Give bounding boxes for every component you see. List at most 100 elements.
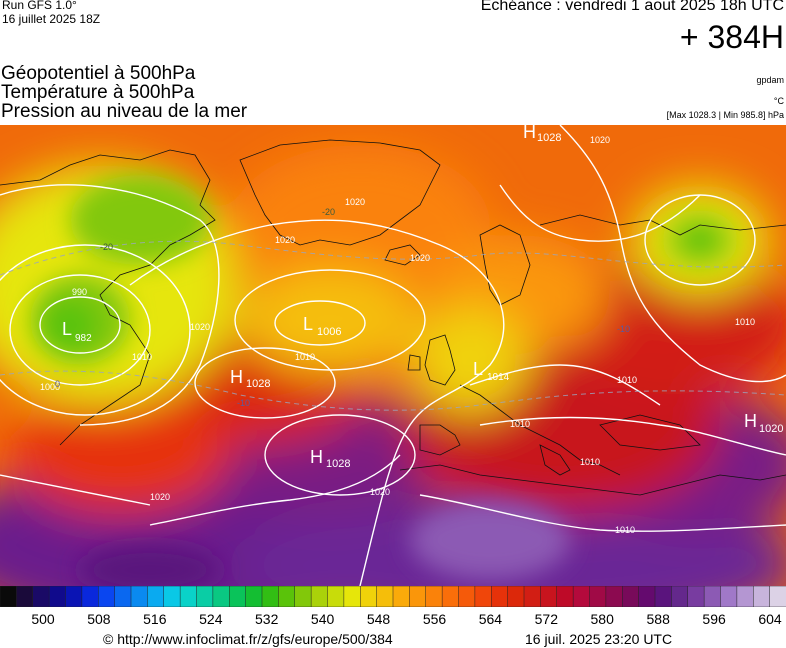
color-scale-swatch xyxy=(360,586,378,607)
pressure-center-low: L 982 xyxy=(62,319,92,344)
color-scale-tick-label: 508 xyxy=(87,611,111,627)
color-scale-swatch xyxy=(114,586,132,607)
color-scale-tick-label: 532 xyxy=(255,611,279,627)
svg-text:982: 982 xyxy=(75,333,92,344)
pressure-center-low: L 1006 xyxy=(303,314,341,338)
color-scale-tick-label: 524 xyxy=(199,611,223,627)
isobars xyxy=(0,125,786,586)
color-scale-swatch xyxy=(0,586,18,607)
temperature-label: 0 xyxy=(55,379,60,389)
color-scale-swatch xyxy=(605,586,624,607)
svg-text:1028: 1028 xyxy=(537,132,561,144)
color-scale-swatch xyxy=(130,586,149,607)
color-scale-swatch xyxy=(409,586,427,607)
isobar-label: 990 xyxy=(72,287,87,297)
isobar-label: 1010 xyxy=(132,352,152,362)
temperature-label: -20 xyxy=(322,207,335,217)
color-scale-tick-label: 516 xyxy=(143,611,167,627)
color-scale-swatch xyxy=(458,586,476,607)
isobar-label: 1020 xyxy=(590,135,610,145)
color-scale-swatch xyxy=(98,586,116,607)
color-scale-swatch xyxy=(245,586,263,607)
pressure-center-high: H 1028 xyxy=(230,367,270,390)
title-temperature: Température à 500hPa xyxy=(1,82,195,103)
color-scale-swatch xyxy=(425,586,443,607)
color-scale-swatch xyxy=(278,586,296,607)
geopotential-field: 1020 1020 1020 1010 1000 990 1020 1020 1… xyxy=(0,125,786,586)
pressure-center-high: H 1020 xyxy=(744,411,783,435)
svg-text:H: H xyxy=(230,367,243,387)
isobar-label: 1000 xyxy=(40,382,60,392)
color-scale-tick-label: 564 xyxy=(478,611,503,627)
color-scale xyxy=(0,586,786,607)
isobar-label: 1020 xyxy=(410,253,430,263)
color-scale-swatch xyxy=(212,586,231,607)
isobar-label: 1020 xyxy=(345,197,365,207)
isobar-label: 1010 xyxy=(617,375,637,385)
color-scale-swatch xyxy=(720,586,738,607)
svg-text:1006: 1006 xyxy=(317,326,341,338)
color-scale-swatch xyxy=(310,586,329,607)
color-scale-tick-label: 572 xyxy=(534,611,558,627)
isobar-label: 1020 xyxy=(150,492,170,502)
color-scale-swatch xyxy=(523,586,542,607)
color-scale-swatch xyxy=(540,586,558,607)
run-label: Run GFS 1.0° xyxy=(2,0,77,12)
color-scale-swatch xyxy=(589,586,607,607)
color-scale-swatch xyxy=(392,586,411,607)
color-scale-swatch xyxy=(507,586,525,607)
isobar-label: 1010 xyxy=(735,317,755,327)
temperature-label: -10 xyxy=(237,398,250,408)
color-scale-swatch xyxy=(81,586,100,607)
color-scale-swatch xyxy=(229,586,247,607)
unit-temperature: °C xyxy=(773,96,784,106)
pressure-center-high: H 1028 xyxy=(310,447,350,470)
color-scale-swatch xyxy=(16,586,34,607)
svg-text:1028: 1028 xyxy=(246,378,270,390)
weather-map: 1020 1020 1020 1010 1000 990 1020 1020 1… xyxy=(0,125,786,586)
svg-text:L: L xyxy=(62,319,72,339)
color-scale-swatch xyxy=(687,586,705,607)
svg-text:1020: 1020 xyxy=(759,423,783,435)
color-scale-swatch xyxy=(147,586,165,607)
color-scale-swatch xyxy=(753,586,771,607)
color-scale-swatch xyxy=(654,586,673,607)
title-pressure: Pression au niveau de la mer xyxy=(1,101,248,122)
svg-text:H: H xyxy=(310,447,323,467)
color-scale-swatch xyxy=(179,586,198,607)
color-scale-swatch xyxy=(65,586,83,607)
isobar-label: 1020 xyxy=(275,235,295,245)
isobar-label: 1020 xyxy=(370,487,390,497)
isobar-label: 1010 xyxy=(510,419,530,429)
color-scale-swatch xyxy=(327,586,345,607)
color-scale-swatch xyxy=(48,586,67,607)
color-scale-swatch xyxy=(261,586,280,607)
isobar-label: 1010 xyxy=(615,525,635,535)
svg-text:H: H xyxy=(523,125,536,142)
color-scale-tick-label: 540 xyxy=(310,611,335,627)
temperature-isolines xyxy=(0,240,786,411)
color-scale-swatch xyxy=(376,586,394,607)
color-scale-swatch xyxy=(703,586,722,607)
title-geopotential: Géopotentiel à 500hPa xyxy=(1,63,196,84)
svg-text:1014: 1014 xyxy=(487,372,510,383)
color-scale-tick-label: 596 xyxy=(702,611,726,627)
color-scale-tick-label: 588 xyxy=(646,611,670,627)
color-scale-swatch xyxy=(622,586,640,607)
color-scale-swatch xyxy=(769,586,786,607)
svg-text:1028: 1028 xyxy=(326,458,350,470)
temperature-label: -10 xyxy=(617,324,630,334)
color-scale-swatch xyxy=(491,586,509,607)
isobar-label: 1010 xyxy=(580,457,600,467)
color-scale-swatch xyxy=(572,586,591,607)
source-credit: © http://www.infoclimat.fr/z/gfs/europe/… xyxy=(103,631,393,647)
temperature-label: -20 xyxy=(100,242,113,252)
color-scale-swatch xyxy=(736,586,755,607)
svg-text:L: L xyxy=(473,359,483,379)
color-scale-swatch xyxy=(556,586,574,607)
color-scale-ticks: 500 508 516 524 532 540 548 556 564 572 580 588 596 6… xyxy=(0,610,786,628)
color-scale-tick-label: 548 xyxy=(366,611,391,627)
pressure-center-high: H 1028 xyxy=(523,125,561,144)
isobar-label: 1010 xyxy=(295,352,315,362)
color-scale-swatch xyxy=(294,586,312,607)
